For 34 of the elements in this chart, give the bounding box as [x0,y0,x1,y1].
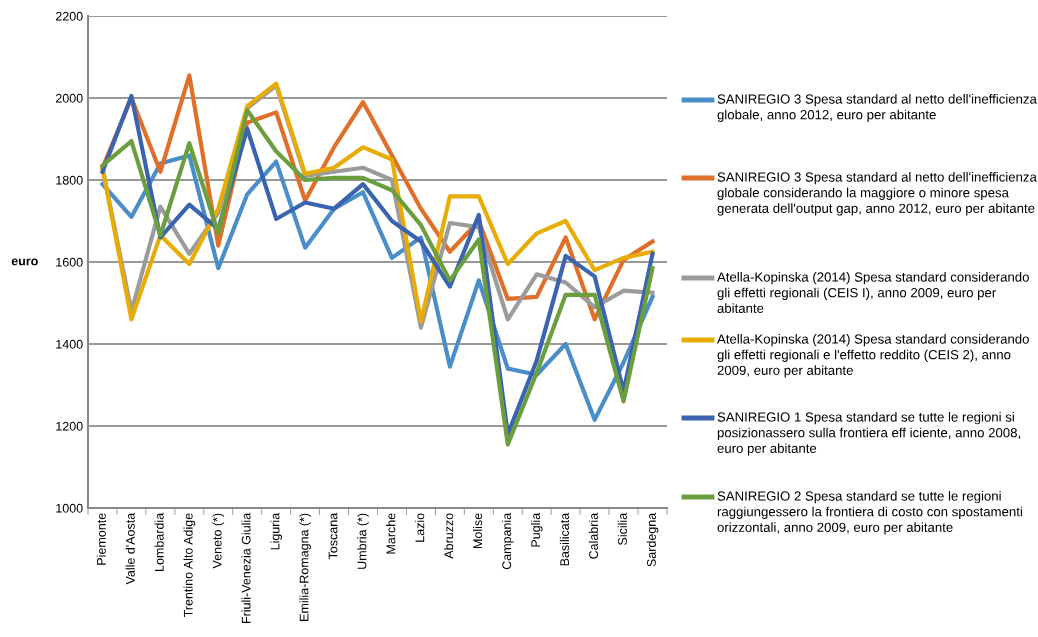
y-tick-label: 1600 [56,257,83,267]
x-tick-label: Basilicata [559,512,570,566]
x-tick-label: Valle d'Aosta [125,512,135,585]
x-tick-label: Campania [501,512,514,570]
y-tick-label: 1400 [56,339,83,349]
legend-label: SANIREGIO 3 Spesa standard al netto dell'inefficienza globale, anno 2012, euro per abitante [717,94,1037,122]
x-tick-label: Lazio [415,513,425,542]
legend-label: Atella-Kopinska (2014) Spesa standard considerando gli effetti regionali e l'effetto reddito (CEIS 2), anno 2009, euro per abitante [717,334,1029,378]
x-tick-label: Calabria [588,512,598,559]
x-tick-label: Emilia-Romagna (*) [299,513,311,621]
x-tick-label: Trentino Alto Adige [183,513,196,618]
x-tick-label: Abruzzo [444,513,454,559]
x-tick-label: Liguria [270,512,282,550]
legend-label: SANIREGIO 2 Spesa standard se tutte le regioni raggiungessero la frontiera di costo con spostamenti orizzontali, anno 2009, euro per abitante [717,491,1022,535]
y-tick-label: 2000 [55,93,83,103]
y-tick-label: 1000 [56,503,83,513]
y-tick-label: 1800 [56,175,83,185]
y-tick-label: 2200 [55,11,83,21]
x-tick-label: Sardegna [646,512,659,567]
x-tick-label: Sicilia [617,512,627,545]
legend-label: SANIREGIO 1 Spesa standard se tutte le regioni si posizionassero sulla frontiera eff iciente, anno 2008, euro per abitante [717,412,1020,456]
x-tick-label: Lombardia [154,512,164,571]
x-tick-label: Umbria (*) [357,513,369,569]
legend-label: Atella-Kopinska (2014) Spesa standard considerando gli effetti regionali (CEIS I), anno 2009, euro per abitante [717,272,1029,313]
y-tick-label: 1200 [56,421,83,431]
x-tick-label: Marche [386,513,396,554]
y-axis-title: euro [11,258,38,266]
x-tick-label: Friuli-Venezia Giulia [241,512,251,623]
x-tick-label: Molise [473,513,483,548]
x-tick-label: Puglia [530,512,543,547]
x-tick-label: Veneto (*) [212,513,225,569]
x-tick-label: Toscana [328,512,338,560]
x-tick-label: Piemonte [96,513,106,565]
legend-label: SANIREGIO 3 Spesa standard al netto dell'inefficienza globale considerando la maggiore o minore spesa generata dell'output gap, anno 2012, euro per abitante [717,172,1037,216]
